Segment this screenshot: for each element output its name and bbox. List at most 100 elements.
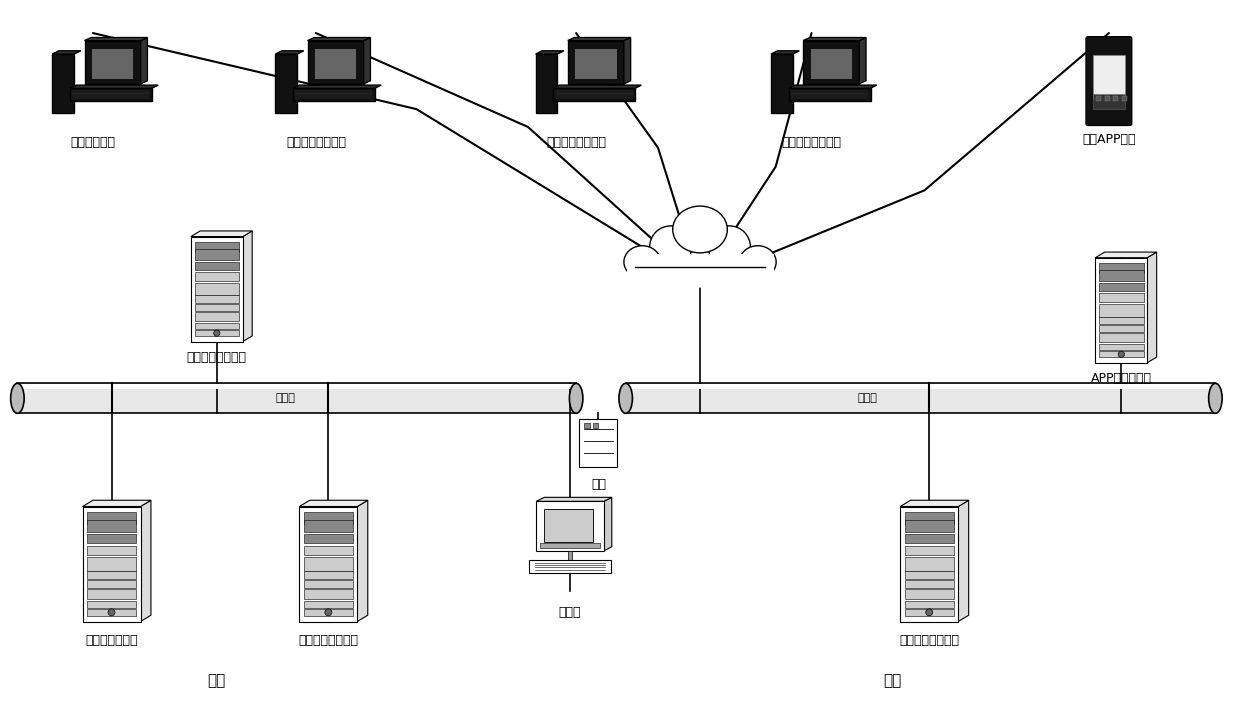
Ellipse shape xyxy=(649,226,691,268)
Polygon shape xyxy=(535,51,564,54)
Bar xyxy=(300,506,357,622)
Text: 网闸: 网闸 xyxy=(591,478,606,491)
Bar xyxy=(1093,94,1125,109)
Bar xyxy=(195,283,239,295)
Bar xyxy=(904,571,954,579)
Text: 外网: 外网 xyxy=(883,673,901,688)
Polygon shape xyxy=(803,37,866,41)
Bar xyxy=(904,520,954,532)
Text: APP应用服务器: APP应用服务器 xyxy=(1090,372,1152,385)
Bar xyxy=(1099,283,1144,291)
Bar xyxy=(535,54,558,113)
Ellipse shape xyxy=(642,252,758,288)
Bar xyxy=(904,546,954,555)
Bar xyxy=(87,520,136,532)
Circle shape xyxy=(108,609,115,615)
Polygon shape xyxy=(860,37,866,84)
Polygon shape xyxy=(553,85,642,88)
Bar xyxy=(539,543,601,548)
Bar xyxy=(1093,55,1125,99)
Bar xyxy=(536,501,603,551)
Bar xyxy=(1099,263,1144,274)
Circle shape xyxy=(213,330,221,336)
Bar xyxy=(52,54,74,113)
Text: 项目业主终端应用: 项目业主终端应用 xyxy=(546,136,606,149)
Text: 厂家终端应用: 厂家终端应用 xyxy=(71,136,115,149)
Bar xyxy=(1099,293,1144,302)
Text: 工作站: 工作站 xyxy=(559,606,581,620)
Bar xyxy=(529,560,611,573)
Bar xyxy=(1099,304,1144,317)
Bar xyxy=(304,534,353,544)
Bar xyxy=(904,609,954,615)
Bar xyxy=(1121,97,1126,102)
Ellipse shape xyxy=(709,226,751,268)
Bar xyxy=(92,49,134,78)
Circle shape xyxy=(1118,351,1125,357)
Bar xyxy=(810,49,852,78)
Text: 以太网: 以太网 xyxy=(275,393,295,403)
Bar xyxy=(627,254,773,286)
Bar xyxy=(1099,333,1144,342)
Bar xyxy=(304,557,353,571)
Bar xyxy=(195,249,239,259)
Bar xyxy=(195,330,239,336)
Circle shape xyxy=(926,609,933,615)
Polygon shape xyxy=(292,85,382,88)
Bar xyxy=(304,520,353,532)
Ellipse shape xyxy=(570,384,582,413)
Circle shape xyxy=(325,609,332,615)
Bar xyxy=(195,312,239,321)
Polygon shape xyxy=(1095,252,1157,258)
Polygon shape xyxy=(191,231,253,237)
Bar xyxy=(195,272,239,281)
Bar xyxy=(84,41,141,84)
Bar xyxy=(83,506,140,622)
Bar xyxy=(580,419,617,467)
Polygon shape xyxy=(624,37,631,84)
Bar xyxy=(1099,325,1144,332)
Bar xyxy=(1099,351,1144,357)
Bar xyxy=(904,601,954,608)
Text: 机电设备管理系统: 机电设备管理系统 xyxy=(299,634,358,647)
Polygon shape xyxy=(83,501,151,506)
Ellipse shape xyxy=(740,246,776,278)
Bar xyxy=(87,580,136,588)
Bar xyxy=(304,571,353,579)
Bar xyxy=(69,88,152,101)
Bar xyxy=(553,88,636,101)
Bar xyxy=(904,513,954,524)
Bar xyxy=(307,41,364,84)
Text: 移动APP应用: 移动APP应用 xyxy=(1082,133,1136,146)
Polygon shape xyxy=(141,37,147,84)
Bar xyxy=(195,323,239,329)
Bar xyxy=(544,509,593,542)
FancyBboxPatch shape xyxy=(1085,37,1132,125)
Text: 施工单位终端应用: 施工单位终端应用 xyxy=(286,136,346,149)
Polygon shape xyxy=(364,37,370,84)
Ellipse shape xyxy=(673,206,727,253)
Polygon shape xyxy=(357,501,368,622)
Bar xyxy=(575,49,617,78)
Ellipse shape xyxy=(1209,384,1222,413)
Bar xyxy=(315,49,357,78)
Bar xyxy=(1099,344,1144,350)
Polygon shape xyxy=(958,501,969,622)
Bar xyxy=(567,41,624,84)
Bar xyxy=(195,295,239,302)
Bar xyxy=(87,609,136,615)
Bar xyxy=(1113,97,1118,102)
Bar xyxy=(87,534,136,544)
Polygon shape xyxy=(1147,252,1157,362)
Polygon shape xyxy=(300,501,368,506)
Polygon shape xyxy=(52,51,81,54)
Bar xyxy=(904,534,954,544)
Text: 运维单位终端应用: 运维单位终端应用 xyxy=(782,136,841,149)
Bar xyxy=(87,557,136,571)
Text: 二维码应用数据库: 二维码应用数据库 xyxy=(187,351,247,364)
Bar xyxy=(87,571,136,579)
Bar xyxy=(304,601,353,608)
Text: 二维码应用服务器: 二维码应用服务器 xyxy=(900,634,959,647)
Bar xyxy=(195,262,239,270)
Polygon shape xyxy=(788,85,877,88)
